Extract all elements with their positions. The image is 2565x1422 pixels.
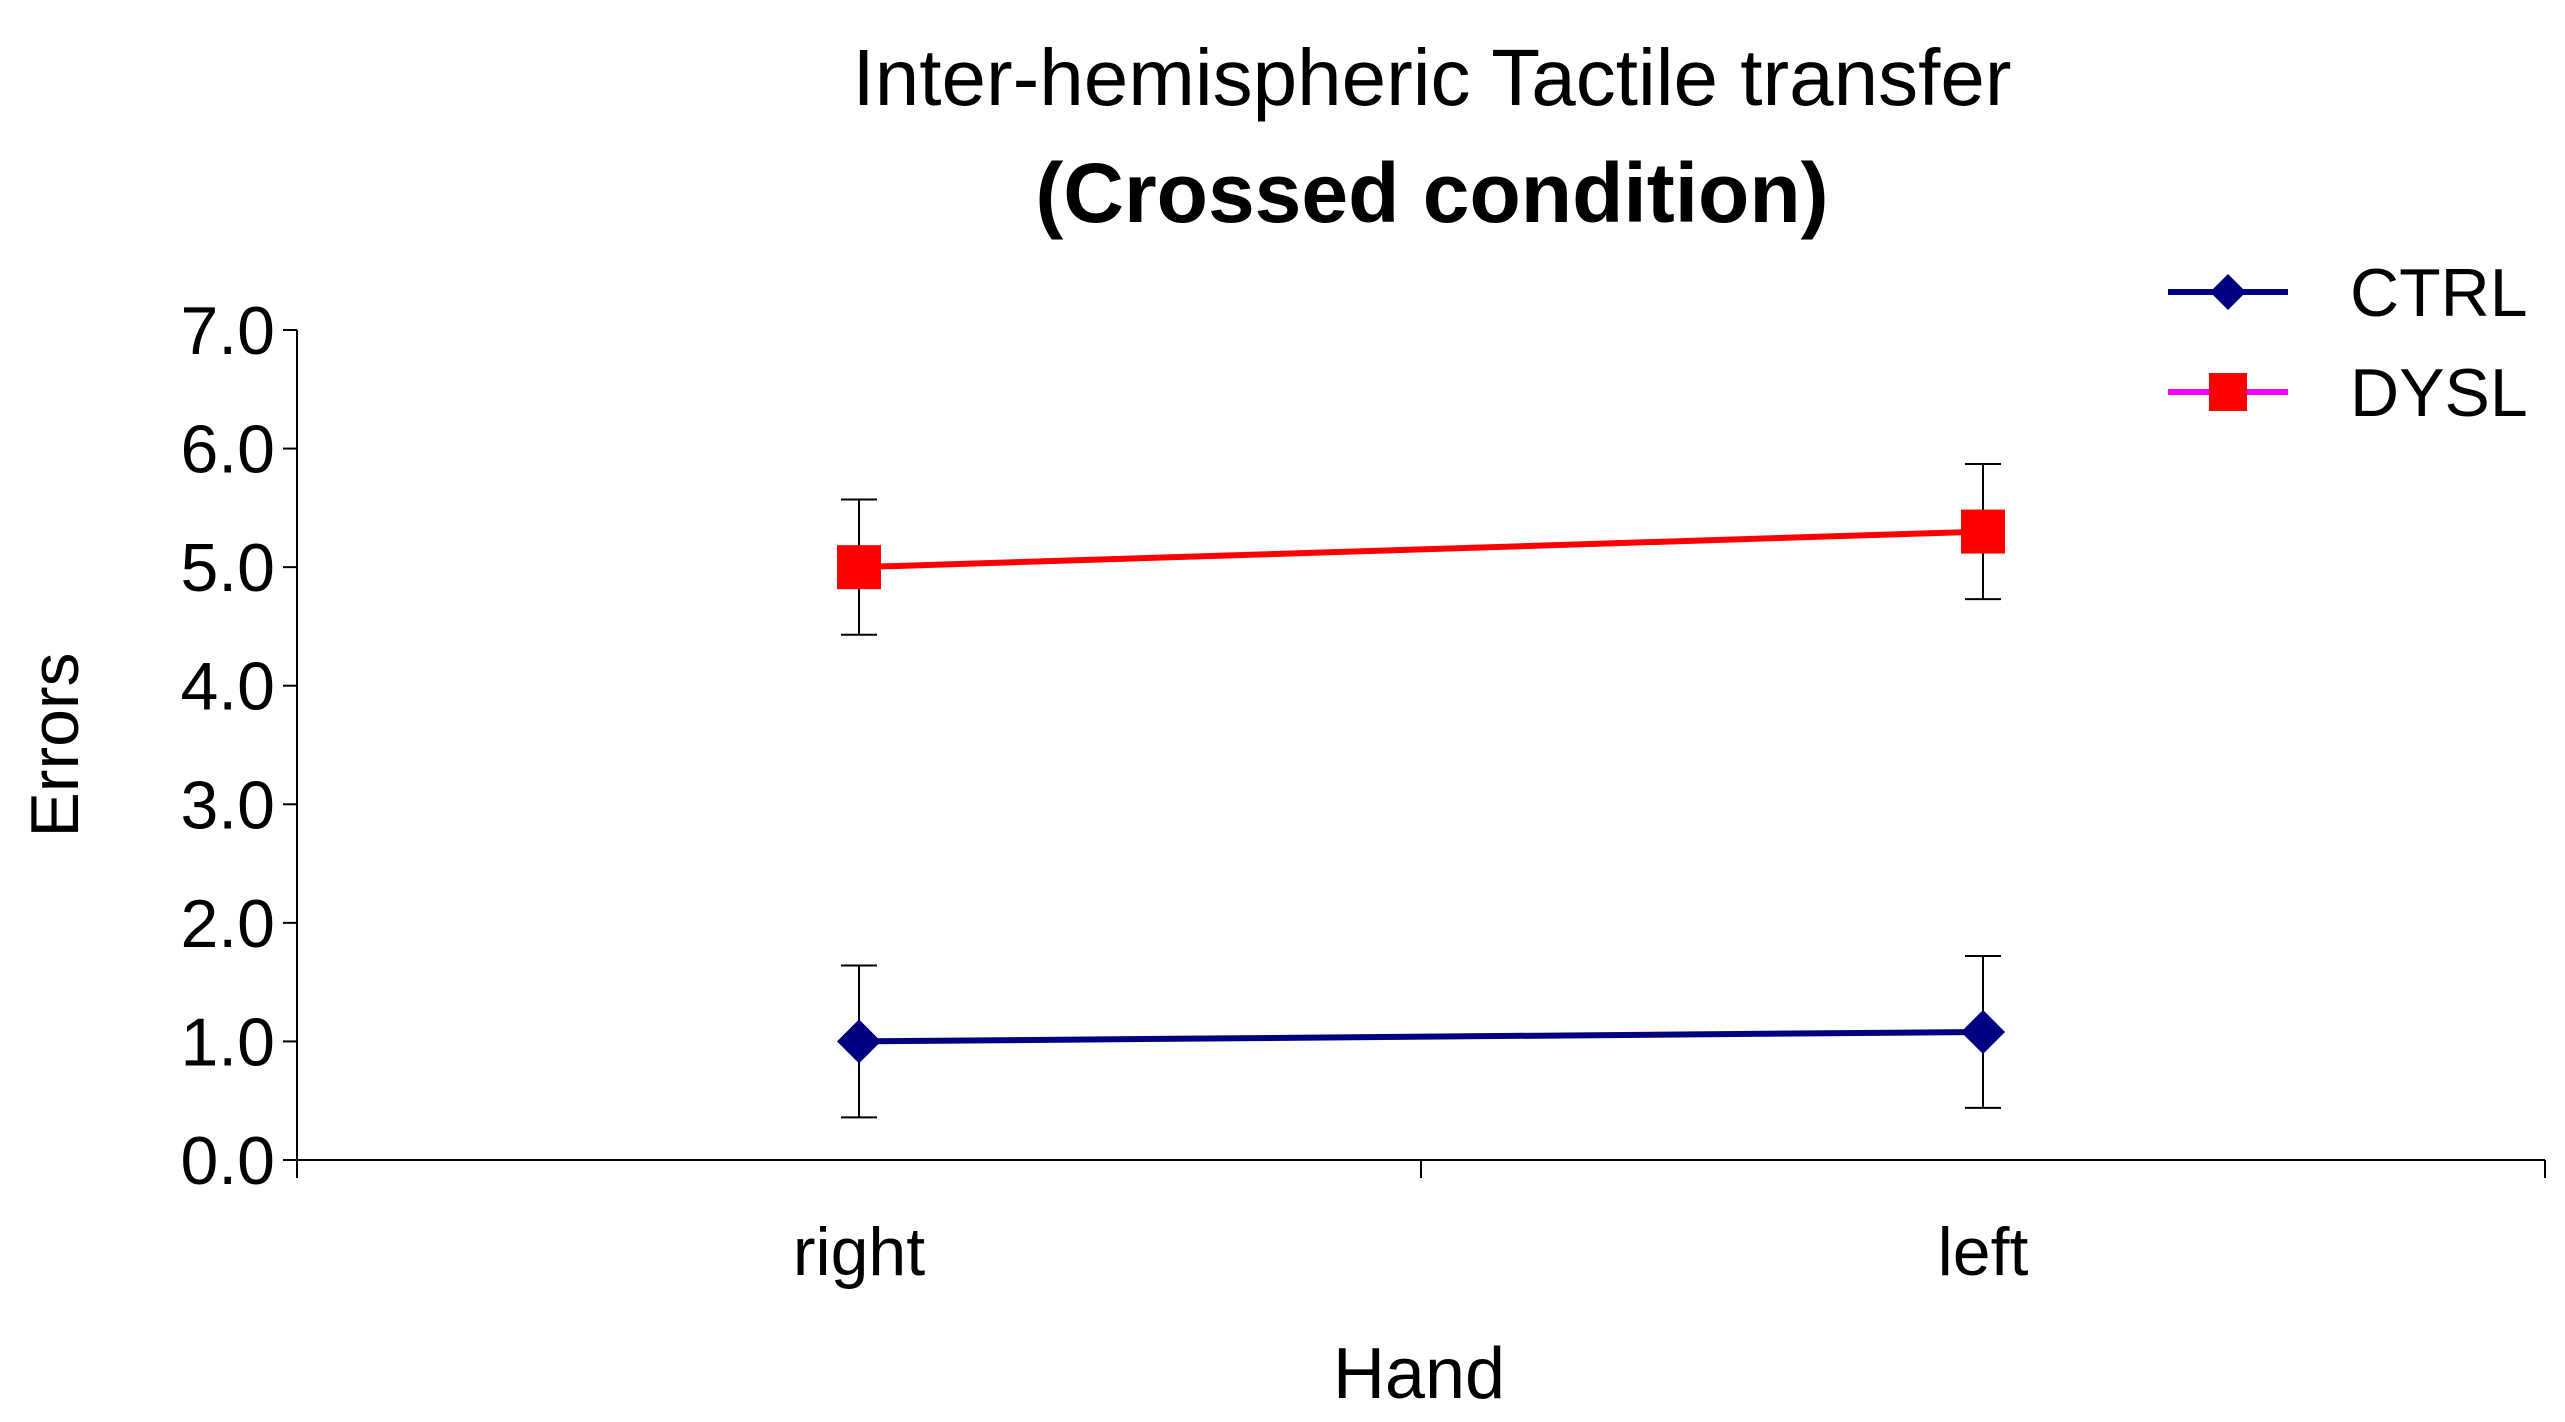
y-tick-label: 4.0 <box>180 649 275 725</box>
y-tick-label: 2.0 <box>180 886 275 962</box>
data-point <box>837 1019 881 1064</box>
x-axis-ticks: right left <box>296 1160 2546 1290</box>
legend-item-dysl: DYSL <box>2168 355 2528 431</box>
legend-marker <box>2210 274 2246 310</box>
y-tick-label: 5.0 <box>180 530 275 606</box>
series-dysl <box>837 462 2005 636</box>
series-layer <box>837 462 2005 1119</box>
y-axis-label: Errors <box>17 652 93 837</box>
legend-marker <box>2209 373 2247 411</box>
y-tick-label: 6.0 <box>180 412 275 488</box>
series-ctrl <box>837 955 2005 1119</box>
data-point <box>1961 1009 2005 1054</box>
data-point <box>1961 509 2005 554</box>
chart-subtitle: (Crossed condition) <box>1035 146 1828 240</box>
y-tick-label: 7.0 <box>180 293 275 369</box>
y-tick-label: 1.0 <box>180 1004 275 1080</box>
y-tick-label: 0.0 <box>180 1123 275 1199</box>
series-line <box>858 528 1984 571</box>
x-tick-label: right <box>793 1214 925 1290</box>
series-line <box>858 1028 1984 1045</box>
y-axis-ticks: 0.0 1.0 2.0 3.0 4.0 5.0 6.0 7.0 <box>180 293 297 1199</box>
data-point <box>837 545 881 590</box>
legend-label: DYSL <box>2350 355 2528 431</box>
x-axis-label: Hand <box>1333 1334 1505 1414</box>
legend-item-ctrl: CTRL <box>2168 255 2528 331</box>
y-tick-label: 3.0 <box>180 767 275 843</box>
x-tick-label: left <box>1938 1214 2029 1290</box>
legend: CTRL DYSL <box>2168 255 2528 431</box>
legend-label: CTRL <box>2350 255 2528 331</box>
chart-title: Inter-hemispheric Tactile transfer <box>853 33 2012 122</box>
